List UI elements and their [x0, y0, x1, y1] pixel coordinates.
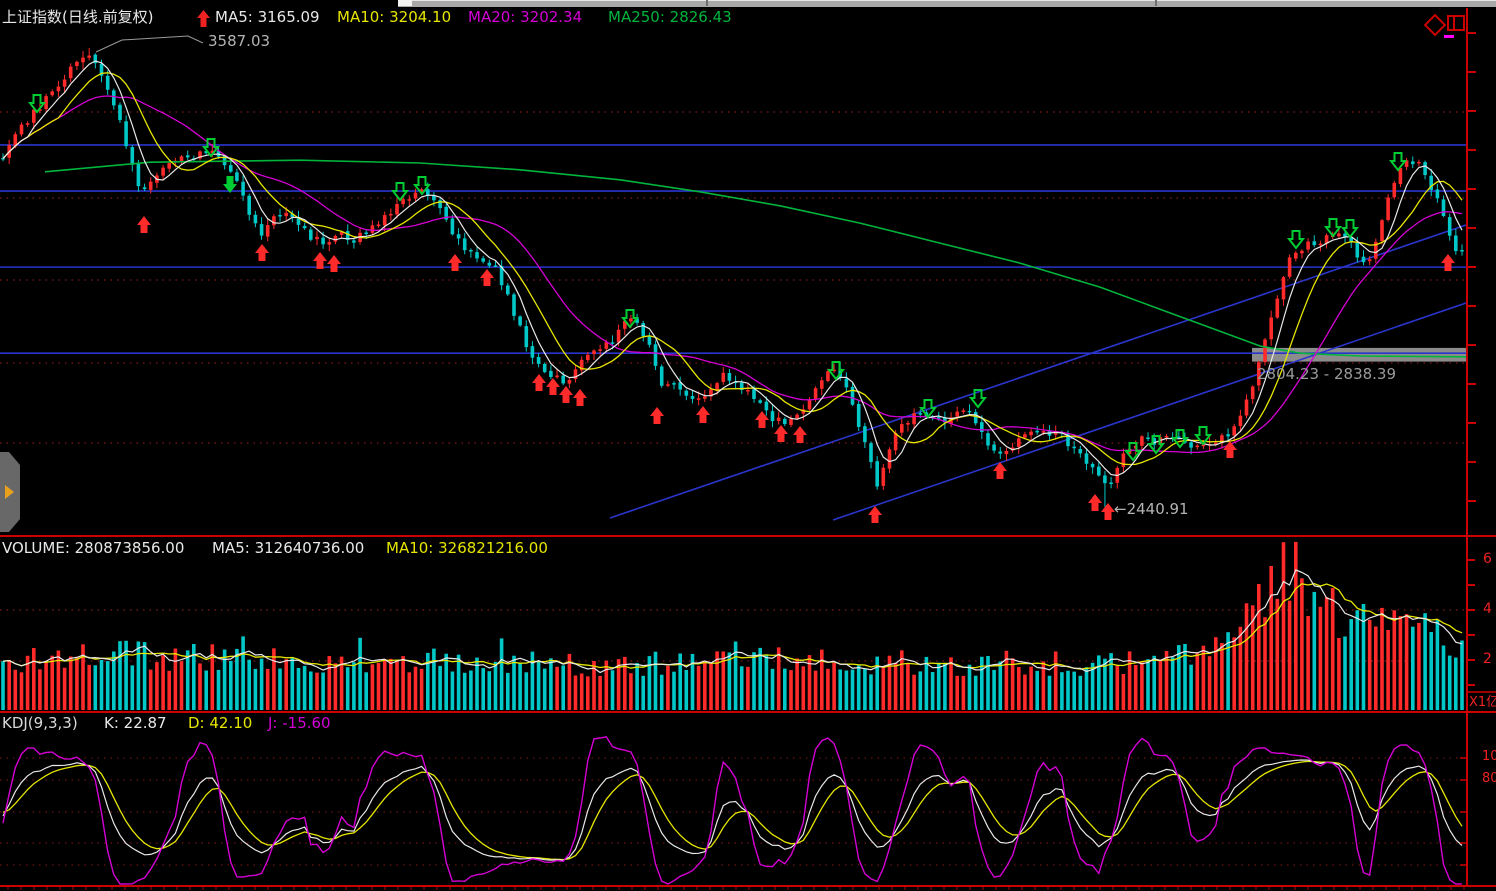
- volume-axis-4: 4: [1483, 601, 1492, 617]
- buy-arrow-icon: [755, 411, 769, 428]
- sell-arrow-icon: [620, 309, 640, 329]
- volume-axis-6: 6: [1483, 551, 1492, 567]
- buy-arrow-icon: [696, 406, 710, 423]
- buy-arrow-icon: [993, 462, 1007, 479]
- sell-arrow-icon: [412, 176, 432, 196]
- buy-arrow-icon: [774, 425, 788, 442]
- up-arrow-icon: [197, 10, 210, 31]
- buy-arrow-icon: [573, 389, 587, 406]
- signal-arrows-group: [27, 35, 1455, 523]
- buy-arrow-icon: [137, 216, 151, 233]
- ma250-label: MA250: 2826.43: [608, 8, 732, 26]
- volume-axis-2: 2: [1483, 651, 1492, 667]
- sidebar-expand-handle[interactable]: [0, 452, 20, 532]
- strip-divider: [1155, 0, 1157, 6]
- sell-arrow-icon: [27, 94, 47, 114]
- split-window-icon[interactable]: [1447, 15, 1465, 31]
- page-title: 上证指数(日线.前复权): [2, 8, 154, 26]
- volume-axis-unit: X1亿: [1469, 695, 1496, 710]
- sell-arrow-icon: [1146, 435, 1166, 455]
- sell-arrow-solid-icon: [223, 176, 237, 193]
- kdj-k-label: K: 22.87: [104, 714, 167, 732]
- sell-arrow-icon: [201, 138, 221, 158]
- ma20-label: MA20: 3202.34: [468, 8, 583, 26]
- low-price-annotation: ←2440.91: [1114, 500, 1189, 518]
- buy-arrow-icon: [480, 269, 494, 286]
- buy-arrow-icon: [327, 255, 341, 272]
- buy-arrow-icon: [559, 386, 573, 403]
- sell-arrow-icon: [1323, 218, 1343, 238]
- main-grid-layer: [0, 111, 1467, 521]
- buy-arrow-icon: [793, 426, 807, 443]
- buy-arrow-icon: [255, 244, 269, 261]
- buy-arrow-icon: [868, 506, 882, 523]
- sell-arrow-icon: [1123, 442, 1143, 462]
- strip-divider: [706, 0, 708, 6]
- buy-arrow-icon: [1441, 254, 1455, 271]
- ma10-label: MA10: 3204.10: [337, 8, 452, 26]
- buy-arrow-icon: [546, 378, 560, 395]
- band-range-annotation: 2804.23 - 2838.39: [1257, 365, 1397, 383]
- buy-arrow-icon: [650, 407, 664, 424]
- axis-group: [0, 8, 1496, 890]
- buy-arrow-icon: [1223, 441, 1237, 458]
- kdj-title: KDJ(9,3,3): [2, 714, 78, 732]
- expand-arrow-icon: [5, 485, 14, 499]
- peak-price-annotation: 3587.03: [208, 32, 271, 50]
- sell-arrow-icon: [1388, 152, 1408, 172]
- sell-arrow-icon: [1170, 429, 1190, 449]
- buy-arrow-icon: [448, 254, 462, 271]
- window-top-strip: [398, 0, 1496, 7]
- buy-arrow-icon: [1101, 503, 1115, 520]
- volume-panel-group: [0, 541, 1466, 710]
- kdj-d-label: D: 42.10: [188, 714, 253, 732]
- sell-arrow-icon: [918, 399, 938, 419]
- buy-arrow-icon: [313, 252, 327, 269]
- ma-lines-group: [2, 60, 1467, 477]
- buy-arrow-icon: [1088, 494, 1102, 511]
- sell-arrow-icon: [390, 182, 410, 202]
- sell-arrow-icon: [1286, 230, 1306, 250]
- sell-arrow-icon: [968, 389, 988, 409]
- sell-arrow-icon: [1193, 426, 1213, 446]
- kdj-j-label: J: -15.60: [268, 714, 331, 732]
- volume-ma10-label: MA10: 326821216.00: [386, 539, 548, 557]
- buy-arrow-icon: [532, 374, 546, 391]
- sell-arrow-icon: [826, 361, 846, 381]
- split-line: [1453, 17, 1455, 29]
- magenta-dash-icon: [1444, 35, 1454, 38]
- ma5-label: MA5: 3165.09: [215, 8, 320, 26]
- kdj-axis-80: 80: [1482, 771, 1496, 786]
- volume-ma5-label: MA5: 312640736.00: [212, 539, 365, 557]
- volume-label: VOLUME: 280873856.00: [2, 539, 185, 557]
- kdj-axis-100: 100: [1482, 749, 1496, 764]
- kdj-panel-group: [0, 736, 1466, 885]
- sell-arrow-icon: [1340, 219, 1360, 239]
- window-top-strip-highlight: [398, 0, 412, 6]
